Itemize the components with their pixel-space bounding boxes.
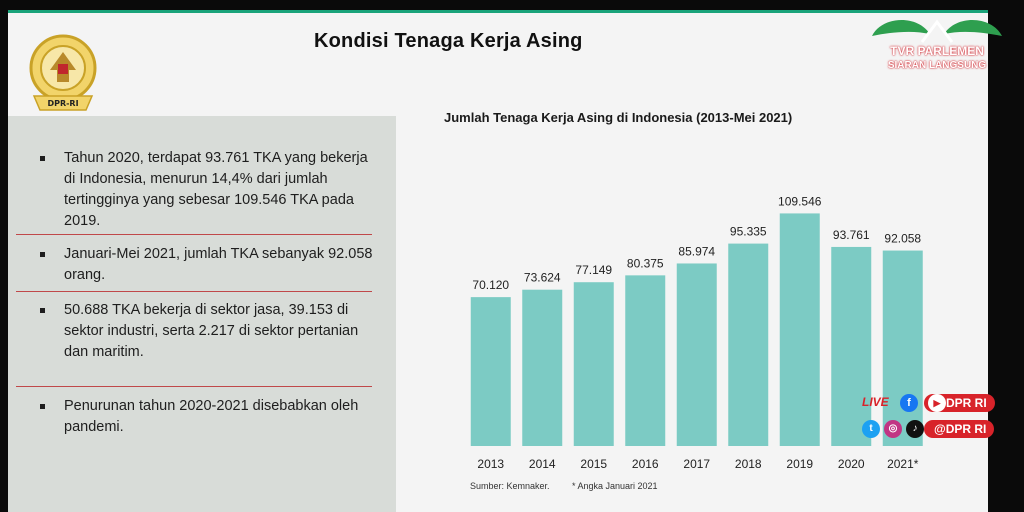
bullet-item: 50.688 TKA bekerja di sektor jasa, 39.15… [40,300,376,363]
data-label: 77.149 [575,263,612,277]
data-label: 109.546 [778,194,822,208]
bar-2018 [728,243,769,446]
bar-chart: 70.120 2013 73.624 2014 77.149 2015 80.375 2016… [470,194,923,470]
chart-title: Jumlah Tenaga Kerja Asing di Indonesia (… [444,110,793,125]
footnote: * Angka Januari 2021 [572,481,658,491]
bar-2021* [882,250,923,446]
bar-2015 [573,282,614,446]
channel-name: TVR PARLEMEN [890,44,984,58]
facebook-icon: f [900,394,918,412]
social-handle-text: @DPR RI [934,422,987,436]
x-tick-label: 2014 [529,457,556,470]
x-tick-label: 2021* [887,457,919,470]
instagram-icon: ◎ [884,420,902,438]
x-tick-label: 2018 [735,457,762,470]
bar-2020 [831,246,872,446]
bullet-marker [40,404,45,409]
x-tick-label: 2013 [477,457,504,470]
tvr-parlemen-logo: TVR PARLEMEN SIARAN LANGSUNG [862,14,1012,80]
x-tick-label: 2020 [838,457,865,470]
bullet-marker [40,308,45,313]
bullet-marker [40,252,45,257]
source-note: Sumber: Kemnaker. [470,481,550,491]
tiktok-icon: ♪ [906,420,924,438]
bullet-item: Penurunan tahun 2020-2021 disebabkan ole… [40,396,376,438]
bar-2016 [625,275,666,446]
youtube-icon: ▶ [928,394,946,412]
bullet-text: Tahun 2020, terdapat 93.761 TKA yang bek… [64,150,368,229]
data-label: 93.761 [833,228,870,242]
logo-text: DPR-RI [47,99,78,108]
tvr-leaf-icon [872,19,1002,43]
data-label: 73.624 [524,271,561,285]
bar-2017 [676,263,717,446]
dpr-emblem-logo: DPR-RI [29,34,97,111]
bullet-item: Tahun 2020, terdapat 93.761 TKA yang bek… [40,148,376,232]
live-label: LIVE [862,395,889,409]
x-tick-label: 2015 [580,457,607,470]
summary-panel: Tahun 2020, terdapat 93.761 TKA yang bek… [8,116,396,512]
bar-2019 [779,213,820,446]
bullet-marker [40,156,45,161]
x-tick-label: 2017 [683,457,710,470]
social-handle-pill: @DPR RI [924,420,995,438]
divider [16,386,372,387]
data-label: 70.120 [472,278,509,292]
x-tick-label: 2019 [786,457,813,470]
data-label: 95.335 [730,225,767,239]
bullet-text: Januari-Mei 2021, jumlah TKA sebanyak 92… [64,246,373,283]
divider [16,234,372,235]
data-label: 85.974 [678,244,715,258]
slide-title: Kondisi Tenaga Kerja Asing [314,30,583,52]
social-media-overlay: LIVE f DPR RI ▶ t ◎ ♪ @DPR RI [862,392,1022,442]
bullet-text: 50.688 TKA bekerja di sektor jasa, 39.15… [64,302,359,360]
divider [16,291,372,292]
x-tick-label: 2016 [632,457,659,470]
data-label: 80.375 [627,256,664,270]
data-label: 92.058 [884,232,921,246]
bar-2014 [522,289,563,446]
bullet-text: Penurunan tahun 2020-2021 disebabkan ole… [64,398,359,435]
channel-subtitle: SIARAN LANGSUNG [887,60,987,71]
bullet-item: Januari-Mei 2021, jumlah TKA sebanyak 92… [40,244,376,286]
presentation-slide: DPR-RI Kondisi Tenaga Kerja Asing Tahun … [8,10,988,512]
twitter-icon: t [862,420,880,438]
bar-2013 [470,297,511,446]
social-handle-text: DPR RI [946,396,987,410]
slide-top-bar [8,10,988,13]
